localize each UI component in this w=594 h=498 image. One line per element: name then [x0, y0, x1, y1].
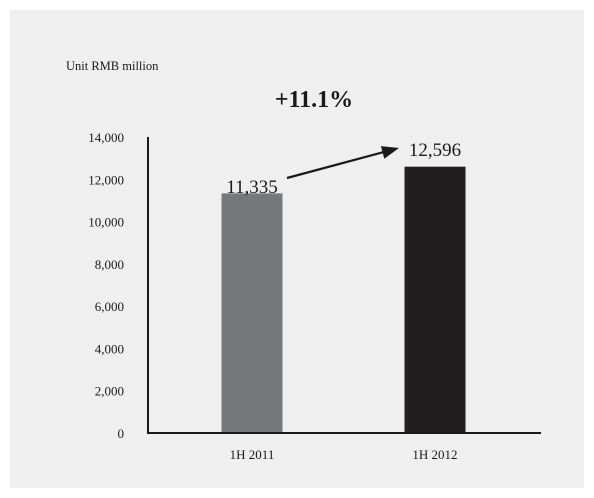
bar-1h-2011: [221, 193, 283, 433]
chart-panel: [10, 10, 584, 488]
bar-1h-2012: [404, 166, 466, 433]
y-tick-label: 4,000: [95, 341, 124, 356]
y-tick-label: 12,000: [88, 172, 124, 187]
y-tick-label: 6,000: [95, 299, 124, 314]
y-tick-label: 2,000: [95, 384, 124, 399]
y-tick-label: 10,000: [88, 215, 124, 230]
growth-label: +11.1%: [275, 87, 353, 113]
data-label: 11,335: [226, 177, 278, 198]
growth-arrow: [286, 148, 394, 180]
y-tick-label: 14,000: [88, 130, 124, 145]
growth-arrowhead: [380, 146, 399, 159]
x-category-label: 1H 2011: [230, 447, 275, 462]
data-label: 12,596: [409, 140, 461, 161]
unit-label: Unit RMB million: [66, 59, 159, 73]
x-category-label: 1H 2012: [412, 447, 457, 462]
y-tick-label: 8,000: [95, 257, 124, 272]
y-tick-label: 0: [118, 426, 125, 441]
